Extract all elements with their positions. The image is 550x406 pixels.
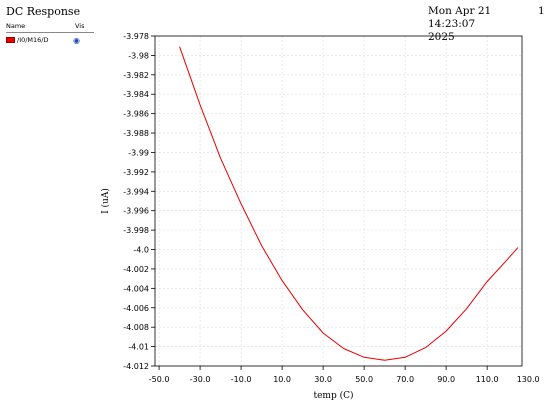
legend-item-label: /I0/M16/D (17, 36, 49, 44)
y-tick-label: -3.986 (123, 110, 149, 119)
y-tick-label: -3.992 (123, 168, 149, 177)
y-tick-label: -3.996 (123, 207, 149, 216)
x-tick-label: 10.0 (273, 375, 291, 384)
y-tick-label: -4.012 (123, 362, 149, 371)
y-tick-label: -4.0 (133, 246, 149, 255)
y-tick-label: -4.002 (123, 265, 149, 274)
chart-title: DC Response (6, 5, 81, 18)
timestamp-line-1: Mon Apr 21 14:23:07 (428, 5, 492, 30)
eye-icon[interactable]: ◉ (73, 36, 80, 45)
y-tick-label: -3.994 (123, 187, 149, 196)
y-tick-label: -3.998 (123, 226, 149, 235)
y-tick-label: -4.008 (123, 323, 149, 332)
x-tick-label: 90.0 (437, 375, 455, 384)
y-tick-label: -3.988 (123, 129, 149, 138)
x-tick-label: -10.0 (231, 375, 252, 384)
y-axis-label: I (uA) (100, 188, 111, 214)
y-tick-label: -3.99 (128, 148, 149, 157)
y-tick-label: -3.98 (128, 51, 149, 60)
y-tick-label: -3.982 (123, 71, 149, 80)
y-tick-label: -4.004 (123, 284, 149, 293)
x-tick-label: -30.0 (190, 375, 211, 384)
x-tick-label: 50.0 (355, 375, 373, 384)
x-tick-label: 130.0 (517, 375, 540, 384)
timestamp-line-2: 2025 (428, 31, 455, 43)
legend-name-header: Name (6, 22, 26, 30)
y-tick-label: -3.978 (123, 32, 149, 41)
x-axis-label: temp (C) (313, 390, 353, 401)
y-tick-label: -4.006 (123, 304, 149, 313)
legend-swatch (6, 37, 15, 43)
y-tick-label: -4.01 (128, 343, 149, 352)
legend-vis-header: Vis (75, 22, 85, 30)
legend-item[interactable]: /I0/M16/D ◉ (6, 36, 94, 46)
plot-frame (154, 35, 523, 367)
timestamp: Mon Apr 21 14:23:07 2025 (428, 5, 523, 44)
x-tick-label: 110.0 (476, 375, 499, 384)
y-tick-label: -3.984 (123, 90, 149, 99)
x-tick-label: 70.0 (396, 375, 414, 384)
x-tick-label: -50.0 (149, 375, 170, 384)
legend-header: Name Vis (6, 22, 94, 33)
x-tick-label: 30.0 (314, 375, 332, 384)
page-number: 1 (538, 5, 545, 17)
series-line (179, 46, 519, 361)
